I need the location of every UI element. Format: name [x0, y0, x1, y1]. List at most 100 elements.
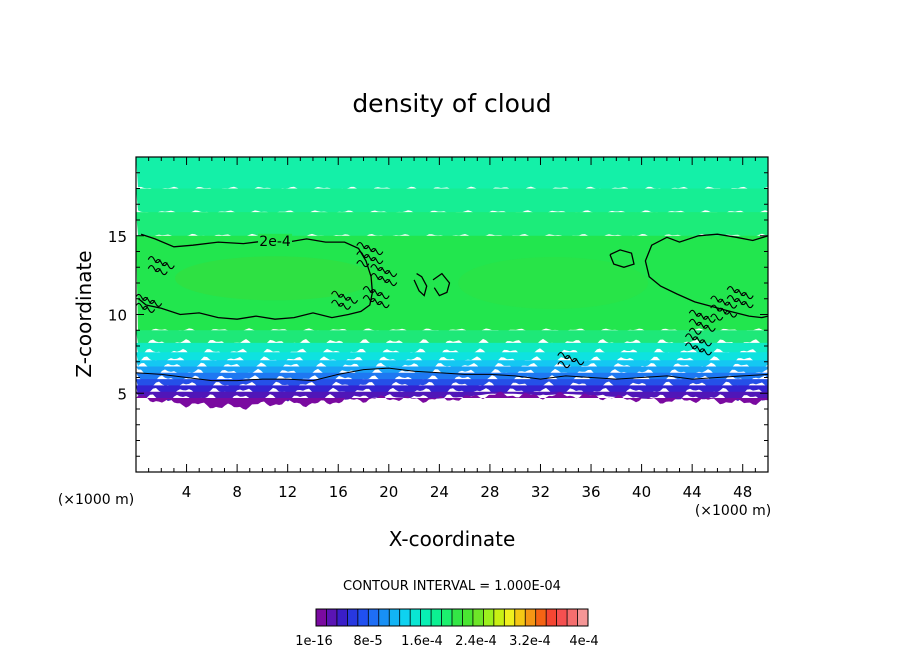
contour-fragment [370, 273, 384, 281]
contour-fragment [384, 279, 398, 287]
colorbar-swatch [316, 609, 327, 626]
x-tick-label: 12 [278, 483, 297, 501]
colorbar-swatch [535, 609, 547, 626]
field-core [458, 257, 649, 309]
x-axis-ticks: 4 8 12 16 20 24 28 32 36 40 44 48 [135, 157, 769, 501]
contour-fragment [710, 313, 724, 321]
contour-fragment [724, 301, 738, 309]
colorbar-labels: 1e-16 8e-5 1.6e-4 2.4e-4 3.2e-4 4e-4 [295, 634, 598, 649]
field-band [136, 391, 768, 402]
contour-fragment [702, 315, 716, 323]
contour-fragment [377, 276, 391, 284]
contour-fragment [370, 264, 384, 272]
contour-fragment [356, 242, 370, 250]
field-band [136, 157, 768, 191]
colorbar-swatch [357, 609, 369, 626]
contour-fragment [695, 312, 709, 320]
y-axis-label: Z-coordinate [72, 250, 96, 377]
x-tick-label: 28 [480, 483, 499, 501]
threshold-contour [136, 367, 768, 382]
colorbar-swatch [420, 609, 432, 626]
colorbar-swatch [483, 609, 495, 626]
chart-title: density of cloud [352, 89, 551, 118]
contour-fragment [376, 301, 390, 309]
colorbar-tick-label: 3.2e-4 [509, 634, 551, 649]
contour-fragment [345, 296, 359, 304]
contour-label: 2e-4 [259, 234, 291, 250]
x-tick-label: 40 [632, 483, 651, 501]
colorbar-tick-label: 1e-16 [295, 634, 333, 649]
contour-fragment [710, 295, 724, 303]
contour-fragment [724, 310, 738, 318]
contour-fragment [338, 302, 352, 310]
contour-fragment [717, 307, 731, 315]
contour-fragment [564, 355, 578, 363]
colorbar-tick-label: 4e-4 [569, 634, 598, 649]
colorbar-swatch [514, 609, 526, 626]
x-tick-label: 20 [379, 483, 398, 501]
colorbar-swatch [389, 609, 400, 626]
field-band [136, 212, 768, 238]
x-tick-label: 48 [733, 483, 752, 501]
contour-fragment [384, 270, 398, 278]
contour-fragment [362, 295, 376, 303]
contour-fragment [136, 293, 149, 301]
colorbar-swatch [493, 609, 505, 626]
field-core [175, 256, 376, 301]
contour-fragment [684, 342, 698, 350]
contour-fragment [356, 251, 370, 259]
contour-fragment [363, 254, 377, 262]
contour-fragment [698, 348, 712, 356]
contour-fragment [717, 298, 731, 306]
y-tick-label: 5 [117, 385, 127, 403]
colorbar-swatch [577, 609, 589, 626]
contour-fragment [688, 327, 702, 335]
colorbar-swatch [546, 609, 557, 626]
contour-fragment [740, 292, 754, 300]
contour-fragment [688, 318, 702, 326]
y-tick-label: 15 [108, 228, 127, 246]
contour-fragment [142, 305, 156, 313]
contour-fragment [356, 260, 370, 268]
contour-fragment [698, 339, 712, 347]
colorbar-tick-label: 2.4e-4 [455, 634, 497, 649]
contour-fragment [571, 358, 585, 366]
colorbar-swatch [378, 609, 390, 626]
field-band [136, 391, 768, 410]
x-unit-label: (×1000 m) [695, 503, 771, 519]
colorbar-swatch [525, 609, 536, 626]
contour-fragment [362, 286, 376, 294]
density-field [136, 157, 768, 410]
colorbar-swatch [347, 609, 359, 626]
x-axis-label: X-coordinate [389, 527, 516, 551]
y-unit-label: (×1000 m) [58, 492, 134, 508]
colorbar-swatch [410, 609, 421, 626]
colorbar [315, 608, 589, 627]
contour-fragment [149, 299, 163, 307]
colorbar-swatch [452, 609, 463, 626]
contour-fragment [726, 286, 740, 294]
contour-fragment [161, 262, 175, 270]
contour-fragment [331, 290, 345, 298]
contour-fragment [702, 324, 716, 332]
x-tick-label: 32 [531, 483, 550, 501]
contour-fragment [684, 333, 698, 341]
colorbar-swatch [567, 609, 578, 626]
contour-fragment [688, 309, 702, 317]
contour-fragment [363, 245, 377, 253]
contour-fragment [142, 296, 156, 304]
contour-2e-4 [644, 233, 768, 319]
colorbar-swatch [556, 609, 568, 626]
contour-fragment [369, 289, 383, 297]
y-tick-label: 10 [108, 307, 127, 325]
contour-fragment [557, 361, 571, 369]
contour-fragment [726, 295, 740, 303]
contour-fragment [154, 259, 168, 267]
field-band [136, 366, 768, 377]
field-band [136, 330, 768, 347]
colorbar-swatch [399, 609, 411, 626]
contour-label-bg [258, 233, 293, 248]
contour-fragment [557, 352, 571, 360]
contour-fragment [154, 268, 168, 276]
